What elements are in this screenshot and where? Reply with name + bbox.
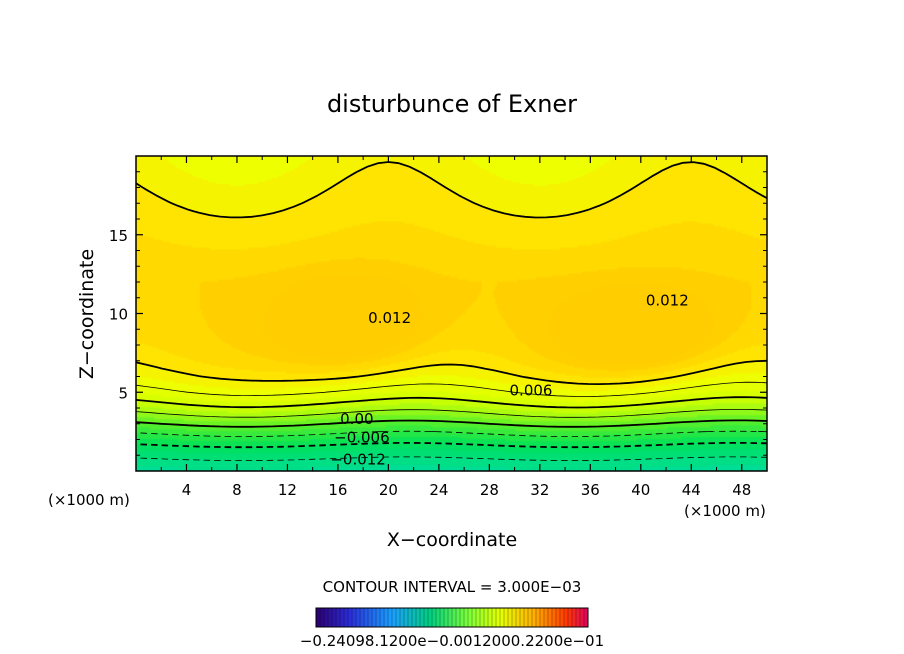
x-tick-label: 32 [530, 481, 549, 499]
x-tick-label: 28 [480, 481, 499, 499]
x-unit-left: (×1000 m) [48, 491, 130, 509]
contour-line [136, 430, 767, 437]
contour-labels: 0.012 0.012 0.006 0.00−0.006 −0.012 [330, 292, 688, 469]
contour-label: 0.012 [646, 292, 689, 310]
x-axis-label: X−coordinate [387, 529, 517, 551]
y-tick-label: 10 [109, 306, 128, 324]
x-tick-label: 16 [328, 481, 347, 499]
contour-line [136, 381, 767, 397]
y-tick-label: 5 [118, 384, 128, 402]
y-axis-label: Z−coordinate [76, 249, 98, 379]
x-unit-right: (×1000 m) [684, 502, 766, 520]
contour-fill-image [136, 156, 767, 471]
y-axis: 5 10 15 [109, 171, 767, 456]
contour-interval-text: CONTOUR INTERVAL = 3.000E−03 [323, 578, 582, 596]
colorbar-frame [315, 607, 589, 628]
contour-line [136, 419, 767, 428]
x-tick-label: 4 [182, 481, 192, 499]
y-tick-label: 15 [109, 227, 128, 245]
contour-label: 0.012 [368, 309, 411, 327]
contour-fill [136, 156, 767, 471]
x-tick-label: 24 [429, 481, 448, 499]
x-tick-label: 48 [732, 481, 751, 499]
colorbar-labels: −0.24098.1200e−0.0012000.2200e−01 [300, 632, 604, 650]
x-tick-label: 12 [278, 481, 297, 499]
x-tick-label: 44 [682, 481, 701, 499]
contour-label: 0.006 [510, 381, 553, 399]
contour-line [136, 442, 767, 449]
x-tick-label: 20 [379, 481, 398, 499]
contour-label: −0.006 [334, 429, 390, 447]
chart-title: disturbunce of Exner [327, 90, 577, 118]
contour-line [136, 456, 767, 461]
x-axis: 4 8 12 16 20 24 28 32 36 40 44 48 [160, 156, 751, 499]
contour-label: 0.00 [340, 410, 373, 428]
colorbar [315, 607, 589, 628]
colorbar-ticks [315, 608, 589, 627]
x-tick-label: 36 [581, 481, 600, 499]
contour-line [136, 161, 767, 385]
x-tick-label: 40 [631, 481, 650, 499]
x-tick-label: 8 [232, 481, 242, 499]
contour-line [136, 409, 767, 418]
plot-area: 0.012 0.012 0.006 0.00−0.006 −0.012 [135, 155, 768, 472]
contour-line [136, 396, 767, 409]
contour-label: −0.012 [330, 451, 386, 469]
contour-lines [136, 161, 767, 461]
